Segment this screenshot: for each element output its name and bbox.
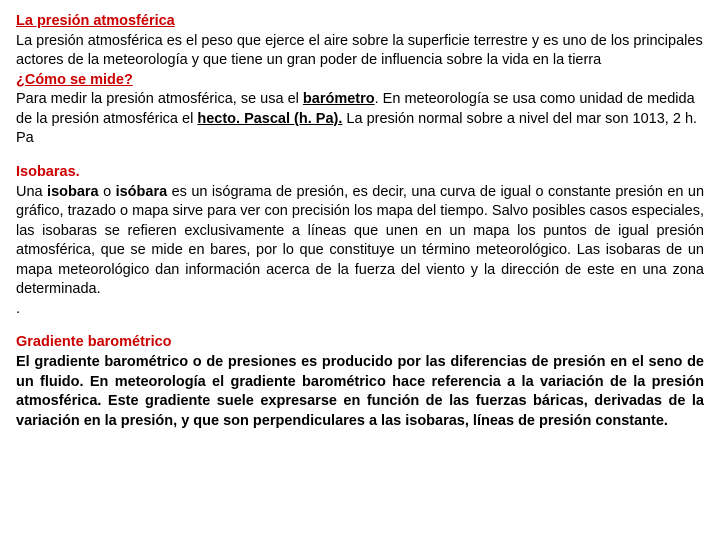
title-isobaras-text: Isobaras.	[16, 164, 80, 180]
text-fragment: es un isógrama de presión, es decir, una…	[16, 184, 704, 298]
paragraph-presion-def: La presión atmosférica es el peso que ej…	[16, 32, 704, 71]
section-isobaras: Isobaras. Una isobara o isóbara es un is…	[16, 163, 704, 320]
paragraph-gradiente: El gradiente barométrico o de presiones …	[16, 353, 704, 431]
term-isobara: isobara	[47, 184, 99, 200]
subtitle-como-se-mide-text: ¿Cómo se mide?	[16, 72, 133, 88]
section-gradiente: Gradiente barométrico El gradiente barom…	[16, 333, 704, 431]
text-dot: .	[16, 300, 704, 320]
subtitle-como-se-mide: ¿Cómo se mide?	[16, 71, 704, 91]
term-barometro: barómetro	[303, 91, 375, 107]
title-presion: La presión atmosférica	[16, 12, 704, 32]
title-gradiente-text: Gradiente barométrico	[16, 334, 172, 350]
title-isobaras: Isobaras.	[16, 163, 704, 183]
text-fragment: Una	[16, 184, 47, 200]
title-gradiente: Gradiente barométrico	[16, 333, 704, 353]
paragraph-isobaras: Una isobara o isóbara es un isógrama de …	[16, 183, 704, 300]
section-presion: La presión atmosférica La presión atmosf…	[16, 12, 704, 149]
term-isobara-accent: isóbara	[116, 184, 168, 200]
text-fragment: Para medir la presión atmosférica, se us…	[16, 91, 303, 107]
title-presion-text: La presión atmosférica	[16, 13, 175, 29]
text-fragment: o	[99, 184, 116, 200]
term-hectopascal: hecto. Pascal (h. Pa).	[197, 111, 342, 127]
paragraph-barometro: Para medir la presión atmosférica, se us…	[16, 90, 704, 149]
